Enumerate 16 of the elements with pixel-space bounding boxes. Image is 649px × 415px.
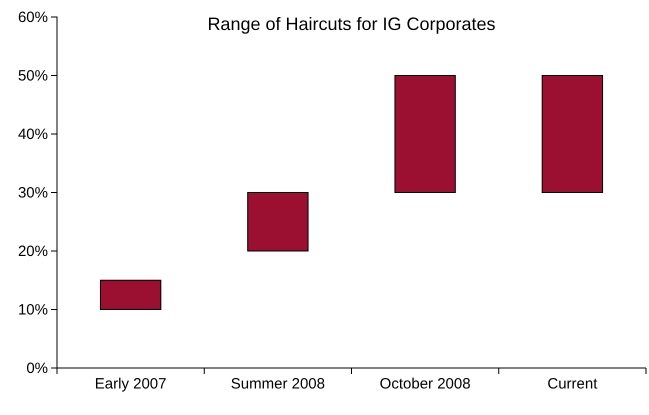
x-tick-label: Early 2007 <box>94 376 166 393</box>
x-tick-label: October 2008 <box>380 376 471 393</box>
chart-title: Range of Haircuts for IG Corporates <box>207 14 496 34</box>
bar <box>100 280 162 310</box>
y-tick-label: 20% <box>18 242 48 260</box>
x-tick-label: Summer 2008 <box>230 376 325 393</box>
x-tick-label: Current <box>547 376 598 393</box>
y-tick-label: 50% <box>18 67 48 84</box>
y-tick-label: 40% <box>18 126 48 143</box>
bar <box>394 75 456 193</box>
y-tick-label: 60% <box>18 8 48 26</box>
y-tick-label: 30% <box>18 184 48 202</box>
bar <box>247 192 309 252</box>
bar <box>542 75 604 193</box>
y-tick-label: 0% <box>26 360 48 377</box>
y-tick-label: 10% <box>18 301 48 318</box>
